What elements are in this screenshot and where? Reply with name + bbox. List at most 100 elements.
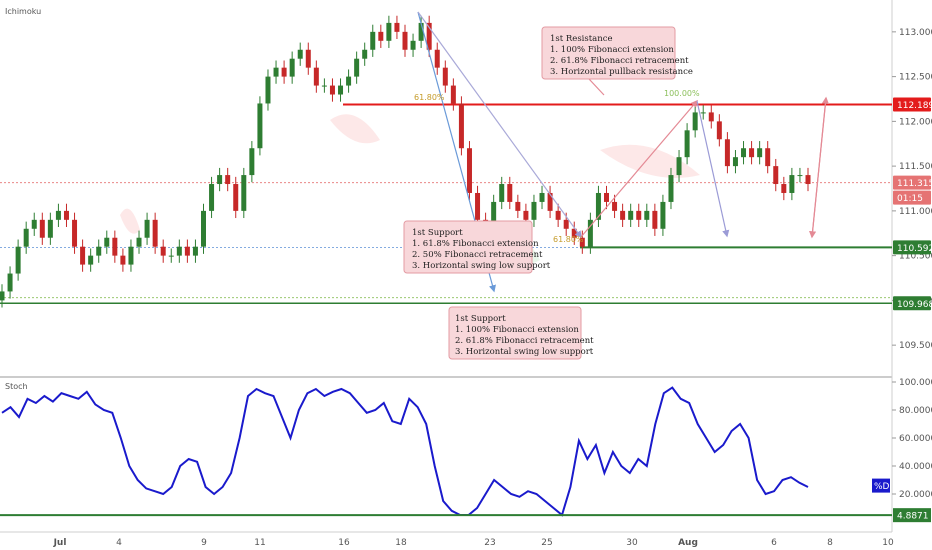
stoch-line <box>1 386 809 517</box>
candle-body <box>0 291 5 301</box>
candle-body <box>321 85 327 87</box>
price-tag-box <box>893 296 931 311</box>
candle-body <box>805 175 811 185</box>
price-tag-box <box>893 97 931 112</box>
price-tick-label: 112.500 <box>899 73 932 83</box>
candle-body <box>386 22 392 41</box>
candle-body <box>144 219 150 238</box>
candle-body <box>515 201 521 211</box>
candle-body <box>571 228 577 238</box>
candle-body <box>765 148 771 167</box>
time-tick-label: 18 <box>395 538 407 548</box>
stoch-tick-label: 40.0000 <box>899 462 932 472</box>
candle-body <box>362 49 368 59</box>
cloud-patch <box>120 208 140 234</box>
time-tick-label: 23 <box>484 538 495 548</box>
candle-body <box>547 192 553 211</box>
candle-body <box>241 175 247 211</box>
candle-body <box>7 273 13 292</box>
candle-body <box>72 219 78 247</box>
candle-body <box>773 166 779 185</box>
price-tick-label: 113.000 <box>899 28 932 38</box>
candle-body <box>209 184 215 211</box>
candle-body <box>426 22 432 50</box>
candle-body <box>587 219 593 247</box>
candle-body <box>289 58 295 77</box>
candle-body <box>466 148 472 193</box>
price-tag-label: 109.968 <box>897 300 932 310</box>
candle-body <box>789 175 795 193</box>
candle-body <box>63 210 69 220</box>
candle-body <box>104 237 110 247</box>
time-tick-label: 9 <box>201 538 207 548</box>
annotation-resistance[interactable]: 1st Resistance 1. 100% Fibonacci extensi… <box>541 26 693 80</box>
price-tick-label: 111.000 <box>899 207 932 217</box>
price-tag-label: 111.315 <box>897 179 932 189</box>
stoch-tick-label: 80.0000 <box>899 406 932 416</box>
candle-body <box>660 201 666 229</box>
candle-body <box>15 246 21 274</box>
candle-body <box>724 139 730 167</box>
time-tick-label: 6 <box>771 538 777 548</box>
stoch-tick-label: 20.0000 <box>899 490 932 500</box>
time-tick-label: Aug <box>678 538 698 548</box>
price-tag-label: 112.189 <box>897 101 932 111</box>
candle-body <box>700 112 706 114</box>
price-tags: 112.189 111.315 01:15 110.592 109.968 <box>893 97 932 311</box>
price-tag-label: 01:15 <box>897 194 923 204</box>
candle-body <box>644 210 650 220</box>
time-tick-label: 4 <box>116 538 122 548</box>
time-tick-label: 8 <box>827 538 833 548</box>
candle-body <box>410 40 416 50</box>
candle-body <box>55 210 61 220</box>
candle-body <box>491 201 497 229</box>
candle-body <box>418 22 424 41</box>
annotation-support-b-title: 1st Support <box>455 314 506 324</box>
candle-body <box>749 148 755 158</box>
price-tag-label: 110.592 <box>897 244 932 254</box>
cloud-patch <box>330 114 380 144</box>
candle-body <box>741 148 747 158</box>
candle-body <box>168 255 174 257</box>
annotation-resistance-line-1: 1. 100% Fibonacci extension <box>550 45 674 55</box>
stoch-label: Stoch <box>5 382 28 391</box>
candle-body <box>225 175 231 185</box>
price-tick-label: 109.500 <box>899 341 932 351</box>
stoch-axis: 100.0000 80.0000 60.0000 40.0000 20.0000 %D 4.… <box>872 378 932 523</box>
time-tick-label: 10 <box>882 538 894 548</box>
annotation-support-b[interactable]: 1st Support 1. 100% Fibonacci extension … <box>448 306 594 360</box>
time-tick-label: 16 <box>338 538 350 548</box>
candle-body <box>595 192 601 220</box>
candle-body <box>313 67 319 86</box>
annotation-support-b-line-1: 1. 100% Fibonacci extension <box>455 325 579 335</box>
fib-label-3: 61.80% <box>553 235 584 244</box>
stoch-tick-label: 60.0000 <box>899 434 932 444</box>
annotation-resistance-box <box>541 26 676 80</box>
candle-body <box>120 255 126 265</box>
candle-body <box>370 31 376 50</box>
time-axis: Jul 4 9 11 16 18 23 25 30 Aug 6 8 10 <box>53 538 894 548</box>
candle-body <box>781 184 787 193</box>
ichimoku-label: Ichimoku <box>5 7 41 16</box>
candle-body <box>329 85 335 95</box>
annotation-support-a[interactable]: 1st Support 1. 61.8% Fibonacci extension… <box>403 220 551 274</box>
fib-label-1: 61.80% <box>414 93 445 102</box>
candlesticks <box>0 15 811 308</box>
annotation-support-a-line-1: 1. 61.8% Fibonacci extension <box>412 239 539 249</box>
candle-body <box>757 148 763 158</box>
stoch-series-tag-box <box>872 478 890 493</box>
candle-body <box>507 184 513 202</box>
candle-body <box>265 76 271 104</box>
candle-body <box>531 201 537 220</box>
annotation-resistance-line-2: 2. 61.8% Fibonacci retracement <box>550 56 689 66</box>
candle-body <box>47 219 53 238</box>
annotation-resistance-title: 1st Resistance <box>550 34 613 44</box>
candle-body <box>136 237 142 247</box>
candle-body <box>434 49 440 68</box>
stoch-level-tag: 4.8871 <box>897 512 929 522</box>
candle-body <box>176 246 182 256</box>
candle-body <box>579 237 585 247</box>
candle-body <box>402 31 408 50</box>
